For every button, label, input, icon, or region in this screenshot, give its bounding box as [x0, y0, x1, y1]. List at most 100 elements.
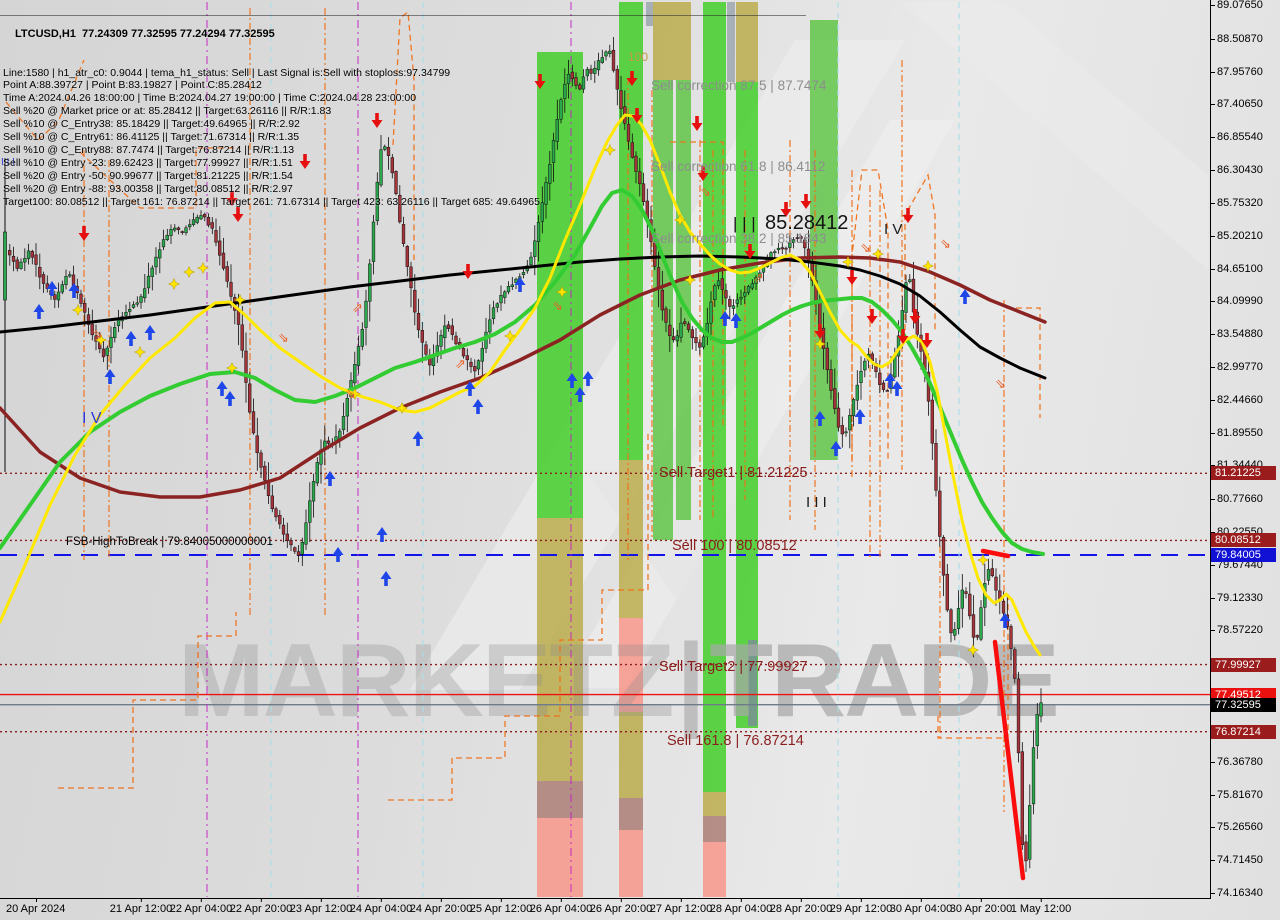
- price-tick: 88.50870: [1211, 33, 1263, 45]
- price-level-label: 76.87214: [1211, 725, 1276, 739]
- star-marker: [233, 293, 247, 307]
- price-tick: 79.12330: [1211, 592, 1263, 604]
- price-tick: 85.75320: [1211, 197, 1263, 209]
- trailing-stop-lines: [5, 8, 1041, 812]
- time-axis[interactable]: 20 Apr 2024 21 Apr 12:00 22 Apr 04:00 22 Ap…: [0, 899, 1210, 920]
- star-marker: [348, 387, 362, 401]
- star-marker: [133, 345, 147, 359]
- star-marker: [71, 303, 85, 317]
- sell-arrow: [846, 270, 858, 285]
- info-line: Sell %10 @ Entry -23: 89.62423 || Target…: [3, 156, 293, 169]
- price-tick: 84.09990: [1211, 295, 1263, 307]
- price-tick: 78.57220: [1211, 624, 1263, 636]
- buy-arrow: [380, 571, 392, 586]
- breakout-arrow-icon: ⇗: [753, 271, 764, 286]
- price-tick: 82.99770: [1211, 361, 1263, 373]
- breakout-arrow-icon: ⇗: [352, 301, 363, 316]
- buy-arrow: [376, 527, 388, 542]
- breakout-arrow-icon: ⇘: [860, 241, 871, 256]
- sell-arrow: [534, 74, 546, 89]
- time-tick: 29 Apr 12:00: [829, 899, 893, 915]
- buy-arrow: [719, 311, 731, 326]
- breakout-arrow-icon: ⇘: [940, 237, 951, 252]
- buy-arrow: [216, 381, 228, 396]
- time-tick: 24 Apr 20:00: [409, 899, 473, 915]
- price-tick: 86.30430: [1211, 164, 1263, 176]
- red-trend-lines[interactable]: [980, 548, 1026, 881]
- star-marker: [167, 277, 181, 291]
- price-tick: 84.65100: [1211, 263, 1263, 275]
- breakout-arrow-icon: ⇘: [278, 331, 289, 346]
- buy-arrow: [582, 371, 594, 386]
- price-level-label: 77.32595: [1211, 698, 1276, 712]
- price-tick: 87.40650: [1211, 98, 1263, 110]
- info-line: Sell %20 @ Entry -50: 90.99677 || Target…: [3, 169, 293, 182]
- time-tick: 26 Apr 04:00: [529, 899, 593, 915]
- time-tick: 22 Apr 04:00: [169, 899, 233, 915]
- price-tick: 75.81670: [1211, 789, 1263, 801]
- chart-canvas[interactable]: MARKETZ|TRADE ⇘ ⇘ ⇘ ⇗ ⇗ ⇘ ⇘ ⇗ ⇘ ⇘ ⇘: [0, 0, 1210, 898]
- price-level-label: 77.99927: [1211, 658, 1276, 672]
- time-tick: 26 Apr 20:00: [589, 899, 653, 915]
- breakout-arrow-icon: ⇘: [552, 299, 563, 314]
- signal-arrows[interactable]: ⇘ ⇘ ⇘ ⇗ ⇗ ⇘ ⇘ ⇗ ⇘ ⇘ ⇘: [33, 71, 1011, 657]
- star-marker: [196, 261, 210, 275]
- price-tick: 75.26560: [1211, 821, 1263, 833]
- buy-arrow: [104, 369, 116, 384]
- buy-arrow: [412, 431, 424, 446]
- time-tick: 30 Apr 04:00: [889, 899, 953, 915]
- star-marker: [503, 329, 517, 343]
- sell-arrow: [744, 244, 756, 259]
- time-tick: 28 Apr 04:00: [709, 899, 773, 915]
- info-line: Sell %10 @ C_Entry38: 85.18429 || Target…: [3, 118, 300, 131]
- sell-arrow: [226, 191, 238, 206]
- time-tick: 23 Apr 12:00: [289, 899, 353, 915]
- star-marker: [841, 255, 855, 269]
- buy-arrow: [472, 399, 484, 414]
- price-axis[interactable]: 89.07650 88.50870 87.95760 87.40650 86.85540…: [1211, 0, 1280, 899]
- buy-arrow: [574, 387, 586, 402]
- price-tick: 76.36780: [1211, 756, 1263, 768]
- sell-arrow: [902, 208, 914, 223]
- price-tick: 89.07650: [1211, 0, 1263, 11]
- buy-arrow: [566, 373, 578, 388]
- buy-arrow: [46, 281, 58, 296]
- time-tick: 30 Apr 20:00: [949, 899, 1013, 915]
- price-tick: 82.44660: [1211, 394, 1263, 406]
- sell-arrow: [697, 166, 709, 181]
- breakout-arrow-icon: ⇘: [92, 327, 103, 342]
- price-tick: 74.16340: [1211, 887, 1263, 899]
- sell-arrow: [631, 108, 643, 123]
- time-tick: 1 May 12:00: [1010, 899, 1072, 915]
- sell-arrow: [232, 207, 244, 222]
- price-level-label: 79.84005: [1211, 548, 1276, 562]
- price-tick: 74.71450: [1211, 854, 1263, 866]
- price-tick: 86.85540: [1211, 131, 1263, 143]
- info-line: Sell %10 @ C_Entry61: 86.41125 || Target…: [3, 131, 300, 144]
- brand-watermark: MARKETZ|TRADE: [178, 623, 1058, 740]
- buy-arrow: [814, 411, 826, 426]
- chart-plot-area[interactable]: MARKETZ|TRADE ⇘ ⇘ ⇘ ⇗ ⇗ ⇘ ⇘ ⇗ ⇘ ⇘ ⇘: [0, 0, 1211, 899]
- sell-arrow: [921, 333, 933, 348]
- sell-arrow: [626, 71, 638, 86]
- buy-arrow: [144, 325, 156, 340]
- star-marker: [603, 143, 617, 157]
- buy-arrow: [884, 373, 896, 388]
- buy-arrow: [68, 283, 80, 298]
- header-divider: [0, 15, 806, 16]
- buy-arrow: [33, 304, 45, 319]
- sell-arrow: [814, 324, 826, 339]
- buy-arrow: [324, 471, 336, 486]
- info-line: Time A:2024.04.26 18:00:00 | Time B:2024…: [3, 92, 417, 105]
- buy-arrow: [514, 277, 526, 292]
- breakout-arrow-icon: ⇗: [455, 357, 466, 372]
- time-tick: 28 Apr 20:00: [769, 899, 833, 915]
- info-panel: LTCUSD,H1 77.24309 77.32595 77.24294 77.…: [3, 2, 540, 209]
- price-tick: 85.20210: [1211, 230, 1263, 242]
- price-tick: 79.67440: [1211, 559, 1263, 571]
- star-marker: [94, 333, 108, 347]
- info-line: Target100: 80.08512 || Target 161: 76.87…: [3, 195, 540, 208]
- moving-averages: [0, 113, 1047, 657]
- sell-arrow: [691, 116, 703, 131]
